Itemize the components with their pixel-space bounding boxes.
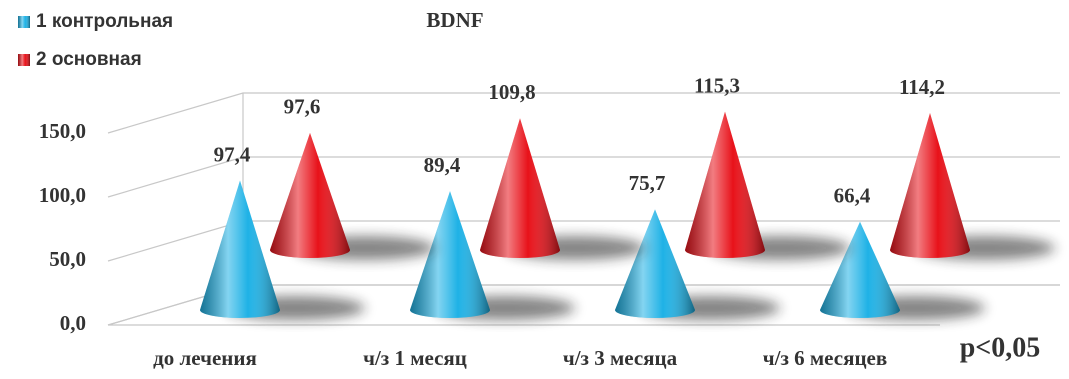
cone-shading: [890, 112, 970, 259]
value-label: 66,4: [834, 184, 871, 208]
cone-shading: [270, 132, 350, 258]
legend-swatch-shade: [18, 54, 30, 66]
cone-shading: [410, 191, 490, 318]
y-tick-label: 150,0: [39, 119, 86, 143]
value-label: 97,6: [284, 95, 321, 119]
value-label: 97,4: [214, 142, 251, 166]
value-label: 89,4: [424, 153, 461, 177]
grid-line: [107, 156, 1060, 198]
chart-title: BDNF: [426, 8, 483, 32]
grid-line: [107, 92, 1060, 134]
legend-swatch-shade: [18, 16, 30, 28]
cone-shading: [820, 221, 900, 318]
x-tick-label: ч/з 3 месяца: [563, 346, 678, 370]
value-label: 114,2: [899, 75, 945, 99]
y-tick-label: 50,0: [49, 247, 86, 271]
value-label: 109,8: [488, 80, 535, 104]
x-tick-label: до лечения: [153, 346, 257, 370]
legend-label: 2 основная: [36, 49, 142, 70]
y-tick-label: 0,0: [60, 311, 86, 335]
cone-shading: [685, 111, 765, 258]
x-tick-label: ч/з 6 месяцев: [763, 346, 887, 370]
cone-shading: [480, 118, 560, 259]
plot: 0,0 50,0 100,0 150,0 1 контрольная 2 основная…: [18, 11, 1060, 335]
annotation: p<0,05: [960, 332, 1041, 363]
value-label: 75,7: [629, 171, 666, 195]
x-tick-label: ч/з 1 месяц: [363, 346, 467, 370]
value-label: 115,3: [694, 73, 740, 97]
cone-shading: [200, 180, 280, 318]
y-tick-label: 100,0: [39, 183, 86, 207]
legend-label: 1 контрольная: [36, 11, 173, 32]
cone-shading: [615, 209, 695, 318]
